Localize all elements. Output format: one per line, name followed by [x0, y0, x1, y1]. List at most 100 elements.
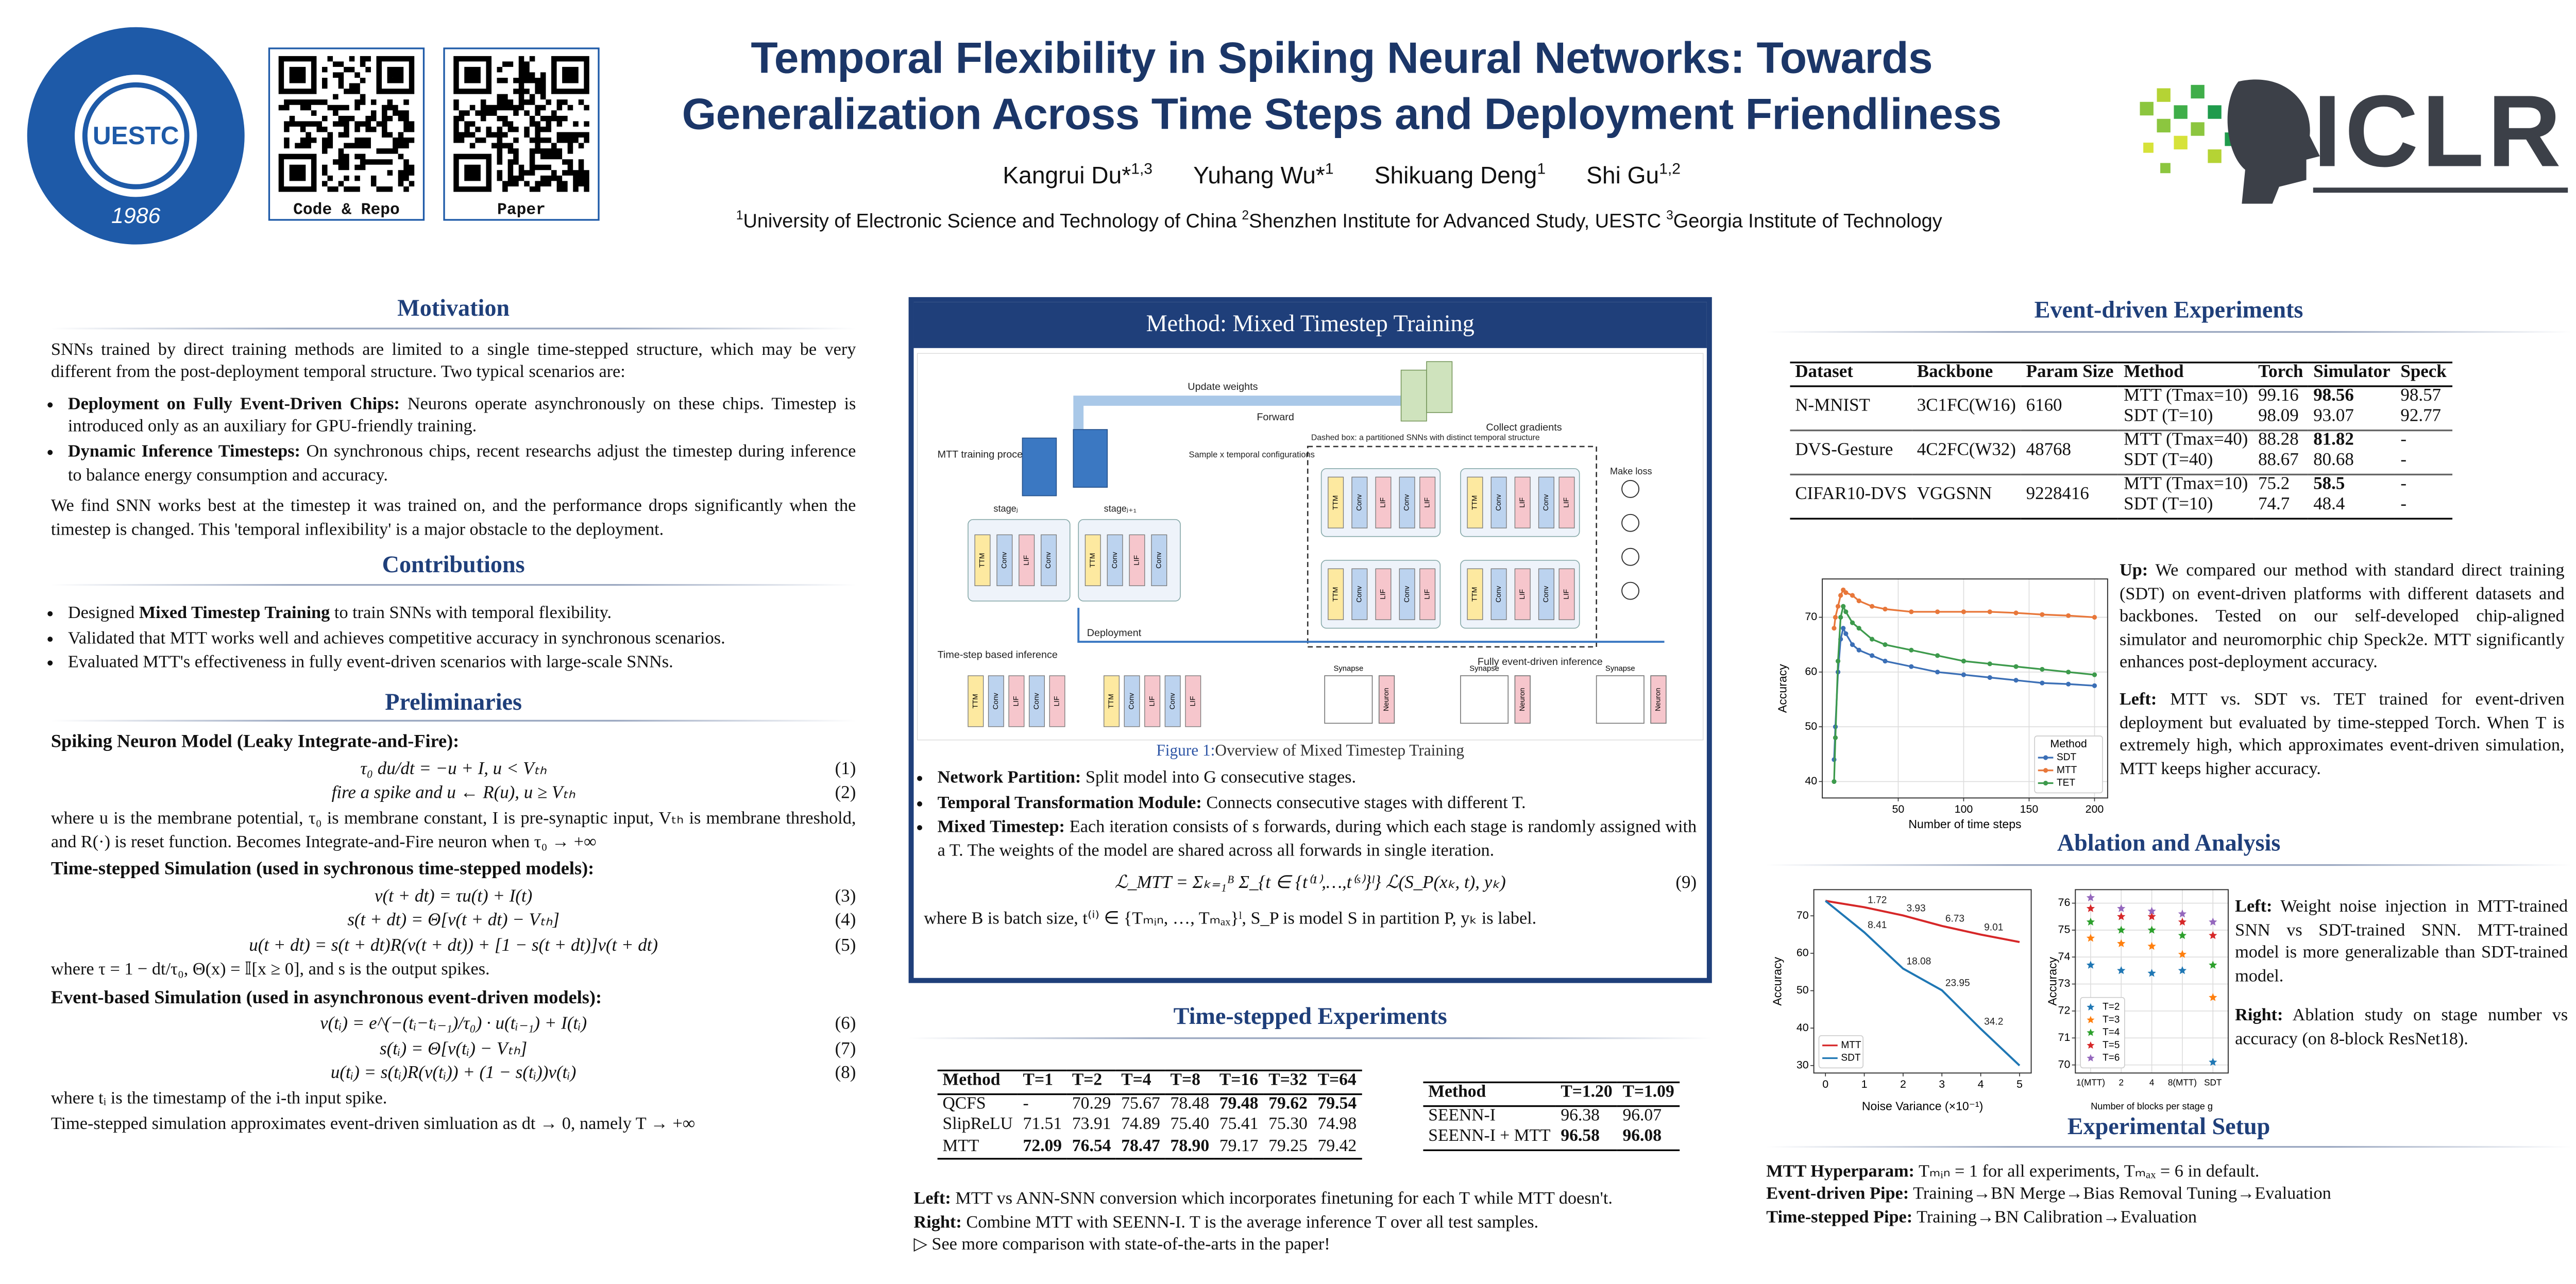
table-cell: 4C2FC(W32) — [1917, 441, 2016, 460]
table-cell: - — [2400, 451, 2407, 471]
equation: ℒ_MTT = Σₖ₌₁ᴮ Σ_{t ∈ {t⁽¹⁾,…,t⁽ˢ⁾}ˡ} ℒ(S… — [924, 874, 1697, 898]
data-point — [2086, 904, 2095, 912]
rect — [2143, 142, 2154, 153]
rect — [2157, 88, 2171, 102]
figure-block — [1164, 675, 1181, 727]
caption-label: Figure 1: — [1156, 743, 1215, 761]
qr-label: Code & Repo — [293, 200, 400, 219]
equation-expr: fire a spike and u ← R(u), u ≥ Vₜₕ — [331, 785, 575, 804]
bullet-label: Temporal Transformation Module: — [937, 794, 1202, 813]
table-cell: 79.42 — [1317, 1136, 1357, 1156]
legend-label: T=3 — [2103, 1014, 2120, 1025]
rect — [2174, 105, 2188, 119]
column-header: Dataset — [1795, 363, 1853, 382]
block-label: Neuron — [1654, 688, 1662, 711]
figure-block — [1107, 534, 1123, 586]
bullet: Validated that MTT works well and achiev… — [68, 627, 856, 650]
conference: ICLR — [2313, 74, 2565, 188]
legend-label: SDT — [1841, 1053, 1861, 1064]
block-label: Conv — [1110, 552, 1118, 569]
table-row: MTT 72.09 76.54 78.47 78.90 79.17 79.25 79.42 — [937, 1136, 1362, 1159]
block-label: Conv — [1494, 494, 1502, 511]
y-tick-label: 30 — [1797, 1058, 1809, 1071]
author-name: Kangrui Du* — [1003, 161, 1131, 188]
qr-label: Paper — [497, 200, 546, 219]
time-stepped-notes: Left: MTT vs ANN-SNN conversion which in… — [913, 1189, 1711, 1258]
author-affil: 1 — [1325, 159, 1334, 177]
bullet-list: Designed Mixed Timestep Training to trai… — [51, 603, 856, 675]
data-point — [2178, 931, 2187, 939]
item-text: Tₘᵢₙ = 1 for all experiments, Tₘₐₓ = 6 i… — [1918, 1162, 2260, 1181]
table-cell: 79.54 — [1317, 1094, 1357, 1113]
legend-label: T=5 — [2103, 1040, 2120, 1051]
data-point — [2209, 931, 2217, 939]
note: Left: MTT vs ANN-SNN conversion which in… — [913, 1189, 1711, 1212]
figure-label: Update weights — [1188, 381, 1258, 392]
column-header: T=1.09 — [1622, 1083, 1674, 1102]
data-point — [1856, 626, 1861, 631]
author-name: Shikuang Deng — [1374, 161, 1537, 188]
table-row: SDT (T=40) 88.67 80.68 - — [1790, 452, 2451, 474]
legend-marker — [2043, 780, 2048, 786]
data-point — [2147, 912, 2156, 920]
bullet-text: Designed — [67, 604, 135, 623]
figure-block — [1419, 476, 1436, 528]
table-cell: 48.4 — [2313, 495, 2345, 515]
data-point — [1856, 598, 1861, 604]
subheading: Event-based Simulation (used in asynchro… — [50, 987, 602, 1008]
table-body: N-MNIST 3C1FC(W16) 6160 MTT (Tmax=10) 99.16 9… — [1790, 385, 2452, 518]
qr-modules — [278, 56, 415, 192]
block-label: Neuron — [1382, 688, 1390, 711]
data-point — [1856, 647, 1861, 653]
iclr-logo: ICLR — [2140, 74, 2568, 204]
x-tick-label: 8(MTT) — [2168, 1077, 2197, 1088]
setup-section: Experimental Setup MTT Hyperparam: Tₘᵢₙ … — [1766, 1117, 2571, 1230]
bullet: Evaluated MTT's effectiveness in fully e… — [68, 652, 856, 675]
note-text: MTT vs. SDT vs. TET trained for event-dr… — [2119, 691, 2565, 779]
table-cell: - — [2400, 430, 2407, 449]
logo-head — [2227, 79, 2320, 204]
table-cell: SDT (T=10) — [2124, 495, 2213, 515]
bullet-text: to train SNNs with temporal flexibility. — [334, 604, 612, 623]
arrow — [1077, 608, 1665, 643]
data-point — [2209, 993, 2217, 1001]
note: Right: Ablation study on stage number vs… — [2235, 1006, 2568, 1052]
annotation: 8.41 — [1868, 920, 1887, 931]
note-label: Right: — [2235, 1007, 2283, 1026]
table: Method T=1 T=2 T=4 T=8 T=16 T=32 T=64 QCFS - 70.29… — [937, 1070, 1362, 1160]
data-point — [2147, 969, 2156, 977]
table-cell: MTT (Tmax=40) — [2124, 430, 2248, 449]
paragraph: We find SNN works best at the timestep i… — [50, 498, 856, 540]
plot-frame — [1822, 578, 2108, 799]
paragraph: where tᵢ is the timestamp of the i-th in… — [50, 1089, 387, 1109]
block-label: TTM — [1470, 495, 1479, 510]
block-label: Synapse — [1334, 665, 1364, 673]
data-point — [2178, 909, 2187, 918]
y-axis-label: Accuracy — [1770, 956, 1784, 1005]
legend-box — [2034, 735, 2103, 794]
legend-label: T=4 — [2103, 1027, 2120, 1038]
x-tick-label: 4 — [2149, 1077, 2155, 1088]
figure-block — [1049, 675, 1065, 727]
y-tick-label: 73 — [2058, 977, 2071, 989]
block-label: LIF — [1422, 498, 1431, 508]
method-text: Network Partition: Split model into G co… — [913, 761, 1706, 931]
figure-label: Collect gradients — [1486, 422, 1562, 433]
rect — [2191, 122, 2205, 136]
neuron-box — [1514, 675, 1531, 724]
x-tick-label: 150 — [2020, 803, 2039, 815]
rect — [2157, 118, 2171, 133]
bullet: Network Partition: Split model into G co… — [938, 767, 1697, 791]
data-point — [1841, 626, 1846, 631]
equation-expr: ℒ_MTT = Σₖ₌₁ᴮ Σ_{t ∈ {t⁽¹⁾,…,t⁽ˢ⁾}ˡ} ℒ(S… — [1114, 875, 1506, 894]
data-point — [2147, 906, 2156, 915]
table-cell: 75.41 — [1219, 1115, 1259, 1135]
equation: τ₀ du/dt = −u + I, u < Vₜₕ (1) — [51, 759, 856, 783]
qr-code — [453, 56, 589, 192]
author-affil: 1,3 — [1131, 159, 1153, 177]
table-row: CIFAR10-DVS VGGSNN 9228416 MTT (Tmax=10) 75.… — [1790, 473, 2452, 504]
note: Up: We compared our method with standard… — [2120, 560, 2565, 676]
affiliation: 1University of Electronic Science and Te… — [736, 207, 1237, 232]
y-axis-label: Accuracy — [1775, 664, 1789, 713]
figure-label: MTT training process — [938, 449, 1033, 460]
